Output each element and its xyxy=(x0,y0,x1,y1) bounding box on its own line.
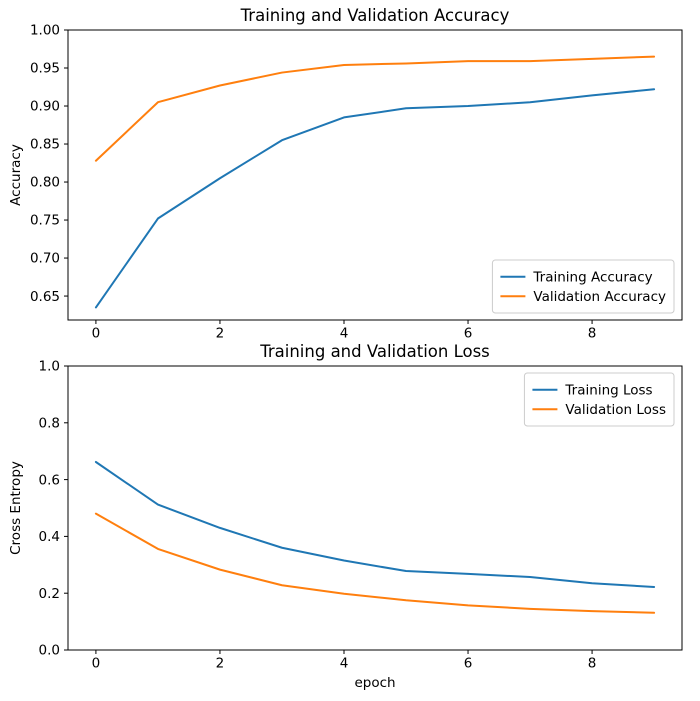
accuracy-legend: Training Accuracy Validation Accuracy xyxy=(491,259,675,314)
loss-xtick-label: 8 xyxy=(588,656,597,672)
loss-series-line-0 xyxy=(94,460,656,588)
accuracy-xtick-label: 2 xyxy=(216,326,225,342)
accuracy-xtick-label: 4 xyxy=(340,326,349,342)
loss-legend-box xyxy=(523,372,675,427)
accuracy-y-axis-label: Accuracy xyxy=(8,144,24,206)
accuracy-axes-frame xyxy=(67,29,683,321)
loss-ytick-label: 0.6 xyxy=(39,472,60,488)
loss-y-axis-label: Cross Entropy xyxy=(8,461,24,555)
loss-ytick-label: 0.4 xyxy=(39,529,60,545)
loss-ytick-label: 1.0 xyxy=(39,359,60,375)
loss-xtick-label: 0 xyxy=(92,656,101,672)
accuracy-ytick-label: 1.00 xyxy=(30,23,60,39)
loss-ytick-label: 0.2 xyxy=(39,586,60,602)
loss-legend-entry-0: Training Loss xyxy=(564,382,652,398)
loss-legend: Training Loss Validation Loss xyxy=(523,372,675,427)
accuracy-legend-box xyxy=(491,259,675,314)
accuracy-ytick-label: 0.80 xyxy=(30,175,60,191)
accuracy-chart-title: Training and Validation Accuracy xyxy=(240,6,510,25)
accuracy-legend-entry-1: Validation Accuracy xyxy=(533,289,666,305)
accuracy-ytick-label: 0.90 xyxy=(30,99,60,115)
accuracy-xtick-label: 6 xyxy=(464,326,473,342)
loss-xtick-label: 6 xyxy=(464,656,473,672)
loss-xtick-label: 2 xyxy=(216,656,225,672)
accuracy-xtick-label: 0 xyxy=(92,326,101,342)
accuracy-ytick-label: 0.85 xyxy=(30,137,60,153)
loss-ytick-label: 0.0 xyxy=(39,643,60,659)
loss-x-axis-label: epoch xyxy=(354,675,395,691)
loss-chart: 0.0 0.2 0.4 0.6 0.8 1.0 0 2 4 6 8 Training and Vali… xyxy=(8,342,683,691)
loss-axes-frame xyxy=(67,365,683,651)
accuracy-ytick-label: 0.70 xyxy=(30,251,60,267)
accuracy-legend-entry-0: Training Accuracy xyxy=(532,269,652,285)
loss-chart-title: Training and Validation Loss xyxy=(259,342,490,361)
accuracy-ytick-label: 0.75 xyxy=(30,213,60,229)
accuracy-ytick-label: 0.65 xyxy=(30,289,60,305)
accuracy-series-line-1 xyxy=(94,55,656,162)
loss-ytick-label: 0.8 xyxy=(39,416,60,432)
accuracy-xtick-label: 8 xyxy=(588,326,597,342)
loss-series-line-1 xyxy=(94,512,656,614)
accuracy-series-line-0 xyxy=(94,88,656,309)
loss-xtick-label: 4 xyxy=(340,656,349,672)
accuracy-ytick-label: 0.95 xyxy=(30,61,60,77)
accuracy-chart: 0.65 0.70 0.75 0.80 0.85 0.90 0.95 1.00 0 2 4 6 8 Tra… xyxy=(8,6,683,342)
loss-legend-entry-1: Validation Loss xyxy=(565,402,666,418)
